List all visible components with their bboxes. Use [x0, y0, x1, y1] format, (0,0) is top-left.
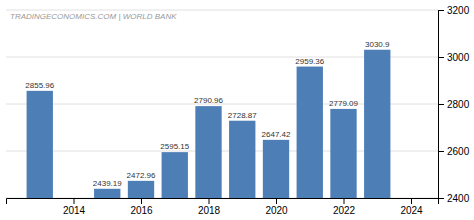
- y-tick: 2400: [438, 193, 470, 204]
- x-tick: 2014: [63, 198, 86, 216]
- x-tick-mark: [74, 198, 75, 204]
- x-tick: 2016: [130, 198, 153, 216]
- x-axis-line: [7, 199, 439, 205]
- y-tick: 3000: [438, 52, 470, 63]
- bar: [263, 140, 289, 198]
- data-label: 2959.36: [295, 57, 324, 66]
- y-axis: 2400 2600 2800 3000 3200: [438, 5, 470, 204]
- y-tick: 3200: [438, 5, 470, 16]
- annotations: TRADINGECONOMICS.COM | WORLD BANK: [10, 12, 177, 21]
- grid-line: [6, 10, 438, 11]
- x-tick-mark: [411, 198, 412, 204]
- bar: [195, 106, 221, 198]
- y-tick-label: 3200: [447, 5, 470, 16]
- y-tick-mark: [438, 104, 444, 105]
- x-tick: 2020: [265, 198, 288, 216]
- y-tick-mark: [438, 198, 444, 199]
- y-tick-label: 3000: [447, 52, 470, 63]
- watermark: TRADINGECONOMICS.COM | WORLD BANK: [10, 12, 177, 21]
- x-tick-label: 2016: [130, 205, 153, 216]
- data-label: 2728.87: [228, 111, 257, 120]
- bar: [297, 67, 323, 198]
- plot-area: [27, 50, 391, 198]
- data-label: 2439.19: [93, 179, 122, 188]
- data-label: 2790.96: [194, 96, 223, 105]
- y-tick-label: 2400: [447, 193, 470, 204]
- data-labels: 2855.96 2439.19 2472.96 2595.15 2790.96 2728.…: [25, 40, 390, 188]
- y-tick: 2600: [438, 146, 470, 157]
- x-tick-mark: [209, 198, 210, 204]
- x-tick-label: 2020: [265, 205, 288, 216]
- bar: [94, 189, 120, 198]
- x-tick: 2018: [198, 198, 221, 216]
- data-label: 2595.15: [160, 142, 189, 151]
- bar: [128, 181, 154, 198]
- data-label: 2855.96: [25, 81, 54, 90]
- y-tick-mark: [438, 57, 444, 58]
- x-tick-mark: [276, 198, 277, 204]
- bar: [364, 50, 390, 198]
- grid: [6, 10, 438, 198]
- data-label: 2779.09: [329, 99, 358, 108]
- data-label: 3030.9: [365, 40, 390, 49]
- y-tick-label: 2800: [447, 99, 470, 110]
- y-tick-mark: [438, 151, 444, 152]
- x-tick-mark: [141, 198, 142, 204]
- x-tick-mark: [344, 198, 345, 204]
- y-axis-line: [439, 11, 445, 199]
- x-tick-label: 2014: [63, 205, 86, 216]
- x-tick-label: 2024: [400, 205, 423, 216]
- x-tick-label: 2018: [198, 205, 221, 216]
- bar: [27, 91, 53, 198]
- chart: 2855.96 2439.19 2472.96 2595.15 2790.96 2728.…: [0, 0, 474, 220]
- data-label: 2647.42: [262, 130, 291, 139]
- bar: [330, 109, 356, 198]
- x-tick: 2022: [333, 198, 356, 216]
- bar: [229, 121, 255, 198]
- bar: [162, 152, 188, 198]
- x-tick-label: 2022: [333, 205, 356, 216]
- x-tick: 2024: [400, 198, 423, 216]
- y-tick: 2800: [438, 99, 470, 110]
- x-axis: 2014 2016 2018 2020 2022 2024: [7, 198, 439, 216]
- y-tick-label: 2600: [447, 146, 470, 157]
- data-label: 2472.96: [127, 171, 156, 180]
- y-tick-mark: [438, 10, 444, 11]
